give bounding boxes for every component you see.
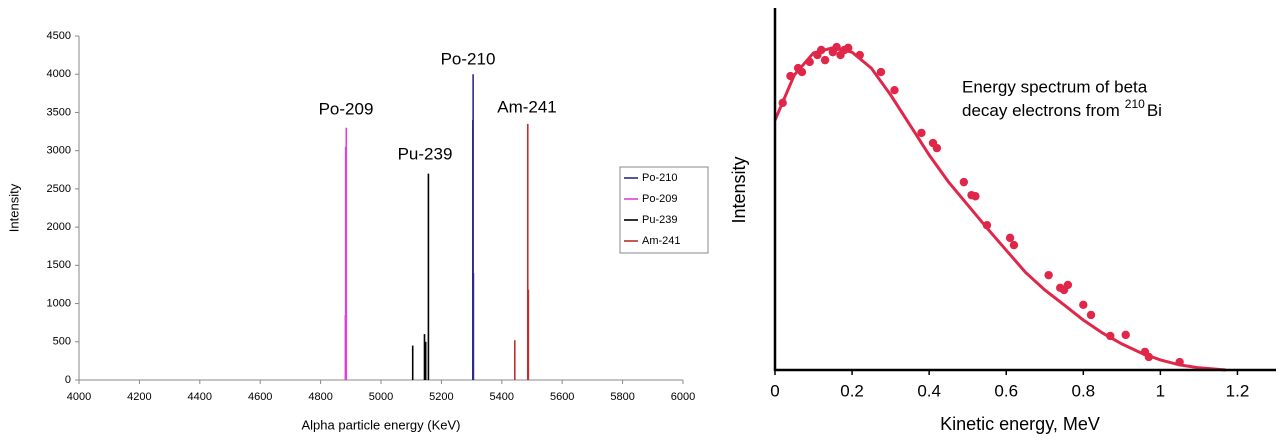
annotation-text: Bi	[1147, 101, 1162, 120]
data-point	[890, 85, 899, 95]
x-axis-label: Alpha particle energy (KeV)	[302, 417, 461, 432]
data-point	[1079, 300, 1088, 310]
data-point	[959, 177, 969, 187]
peak-annotation: Am-241	[497, 97, 557, 116]
data-point	[982, 221, 992, 230]
data-point	[917, 128, 926, 138]
y-tick-label: 3500	[47, 106, 71, 118]
peak-annotation: Po-209	[319, 99, 374, 118]
x-tick-label: 4800	[308, 391, 332, 403]
legend-label: Po-210	[642, 172, 677, 184]
y-tick-label: 3000	[47, 145, 71, 157]
legend-label: Po-209	[642, 193, 677, 205]
x-tick-label: 4200	[127, 391, 151, 403]
y-tick-label: 1000	[47, 297, 71, 309]
x-tick-label: 5600	[550, 391, 574, 403]
annotation-text: decay electrons from	[962, 101, 1120, 120]
y-tick-label: 0	[65, 374, 71, 386]
data-point	[786, 71, 795, 81]
data-point	[1121, 330, 1130, 340]
x-tick-label: 0.4	[917, 381, 941, 400]
data-point	[1063, 280, 1073, 290]
data-point	[971, 192, 980, 201]
data-point	[1144, 352, 1154, 362]
y-tick-label: 2000	[47, 221, 71, 233]
data-point	[876, 67, 886, 77]
x-tick-label: 1	[1156, 381, 1165, 400]
data-point	[1175, 357, 1184, 367]
peak-annotation: Po-210	[441, 49, 496, 68]
x-tick-label: 0.6	[994, 381, 1018, 400]
x-tick-label: 4600	[248, 391, 272, 403]
data-point	[1005, 233, 1015, 243]
y-tick-label: 500	[53, 336, 71, 348]
annotation-sup: 210	[1125, 97, 1145, 111]
y-axis-label: Intensity	[6, 183, 21, 232]
annotation-line: Energy spectrum of beta	[962, 77, 1148, 96]
x-tick-label: 5200	[429, 391, 453, 403]
x-tick-label: 6000	[671, 391, 695, 403]
x-tick-label: 4000	[67, 391, 91, 403]
x-tick-label: 1.2	[1226, 381, 1250, 400]
x-tick-label: 5400	[490, 391, 514, 403]
data-point	[820, 55, 830, 65]
data-point	[1009, 240, 1019, 250]
annotation-line: decay electrons from 210 Bi	[962, 97, 1162, 120]
x-tick-label: 4400	[188, 391, 212, 403]
data-point	[805, 57, 814, 67]
data-point	[855, 50, 864, 60]
y-axis-label: Intensity	[729, 156, 749, 223]
x-tick-label: 5000	[369, 391, 393, 403]
data-point	[778, 98, 787, 108]
data-point	[797, 67, 807, 77]
x-tick-label: 0.2	[840, 381, 864, 400]
data-point	[832, 42, 841, 52]
legend-label: Am-241	[642, 235, 681, 247]
data-point	[844, 43, 853, 53]
y-tick-label: 4500	[47, 30, 71, 42]
legend-label: Pu-239	[642, 214, 677, 226]
data-point	[1086, 310, 1096, 320]
x-tick-label: 5800	[610, 391, 634, 403]
data-point	[817, 45, 826, 55]
legend-box	[619, 166, 709, 254]
data-point	[1044, 270, 1053, 280]
x-tick-label: 0.8	[1071, 381, 1095, 400]
y-tick-label: 1500	[47, 259, 71, 271]
data-point	[1106, 331, 1115, 341]
y-tick-label: 2500	[47, 183, 71, 195]
peak-annotation: Pu-239	[398, 144, 453, 163]
data-point	[932, 143, 942, 153]
x-axis-label: Kinetic energy, MeV	[940, 414, 1100, 434]
y-tick-label: 4000	[47, 68, 71, 80]
x-tick-label: 0	[770, 381, 779, 400]
